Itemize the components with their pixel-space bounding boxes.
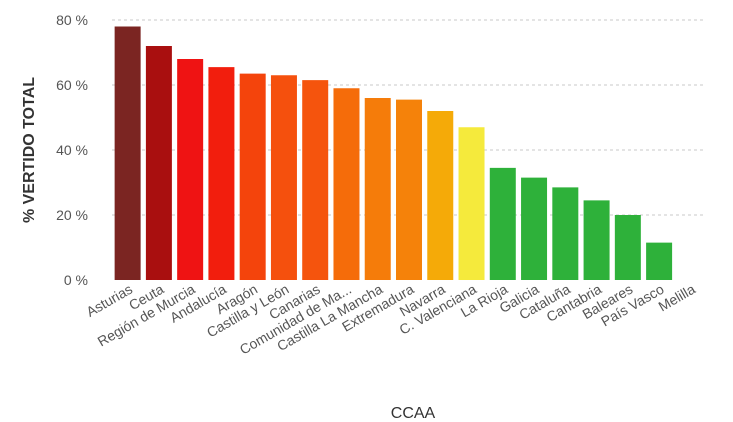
bar[interactable] [427,111,454,280]
bar[interactable] [333,88,360,280]
bar[interactable] [270,75,297,280]
x-tick-label: Melilla [655,281,698,315]
bar[interactable] [302,80,329,280]
bar[interactable] [646,242,673,280]
y-axis-ticks: 0 % 20 % 40 % 60 % 80 % [56,12,88,288]
y-axis-title: % VERTIDO TOTAL [21,77,38,223]
bar[interactable] [521,177,548,280]
bar[interactable] [145,46,172,280]
bar[interactable] [583,200,610,280]
y-tick-label: 40 % [56,142,88,158]
y-tick-label: 20 % [56,207,88,223]
bar[interactable] [239,73,266,280]
bars [114,26,673,281]
bar[interactable] [364,98,391,280]
bar[interactable] [114,26,141,281]
x-axis-title: CCAA [391,405,436,422]
y-tick-label: 60 % [56,77,88,93]
y-tick-label: 0 % [64,272,88,288]
bar[interactable] [458,127,485,280]
bar[interactable] [208,67,235,280]
bar[interactable] [396,99,422,280]
bar[interactable] [552,187,579,280]
y-tick-label: 80 % [56,12,88,28]
bar[interactable] [614,215,641,280]
bar[interactable] [177,59,204,280]
bar[interactable] [489,167,516,280]
